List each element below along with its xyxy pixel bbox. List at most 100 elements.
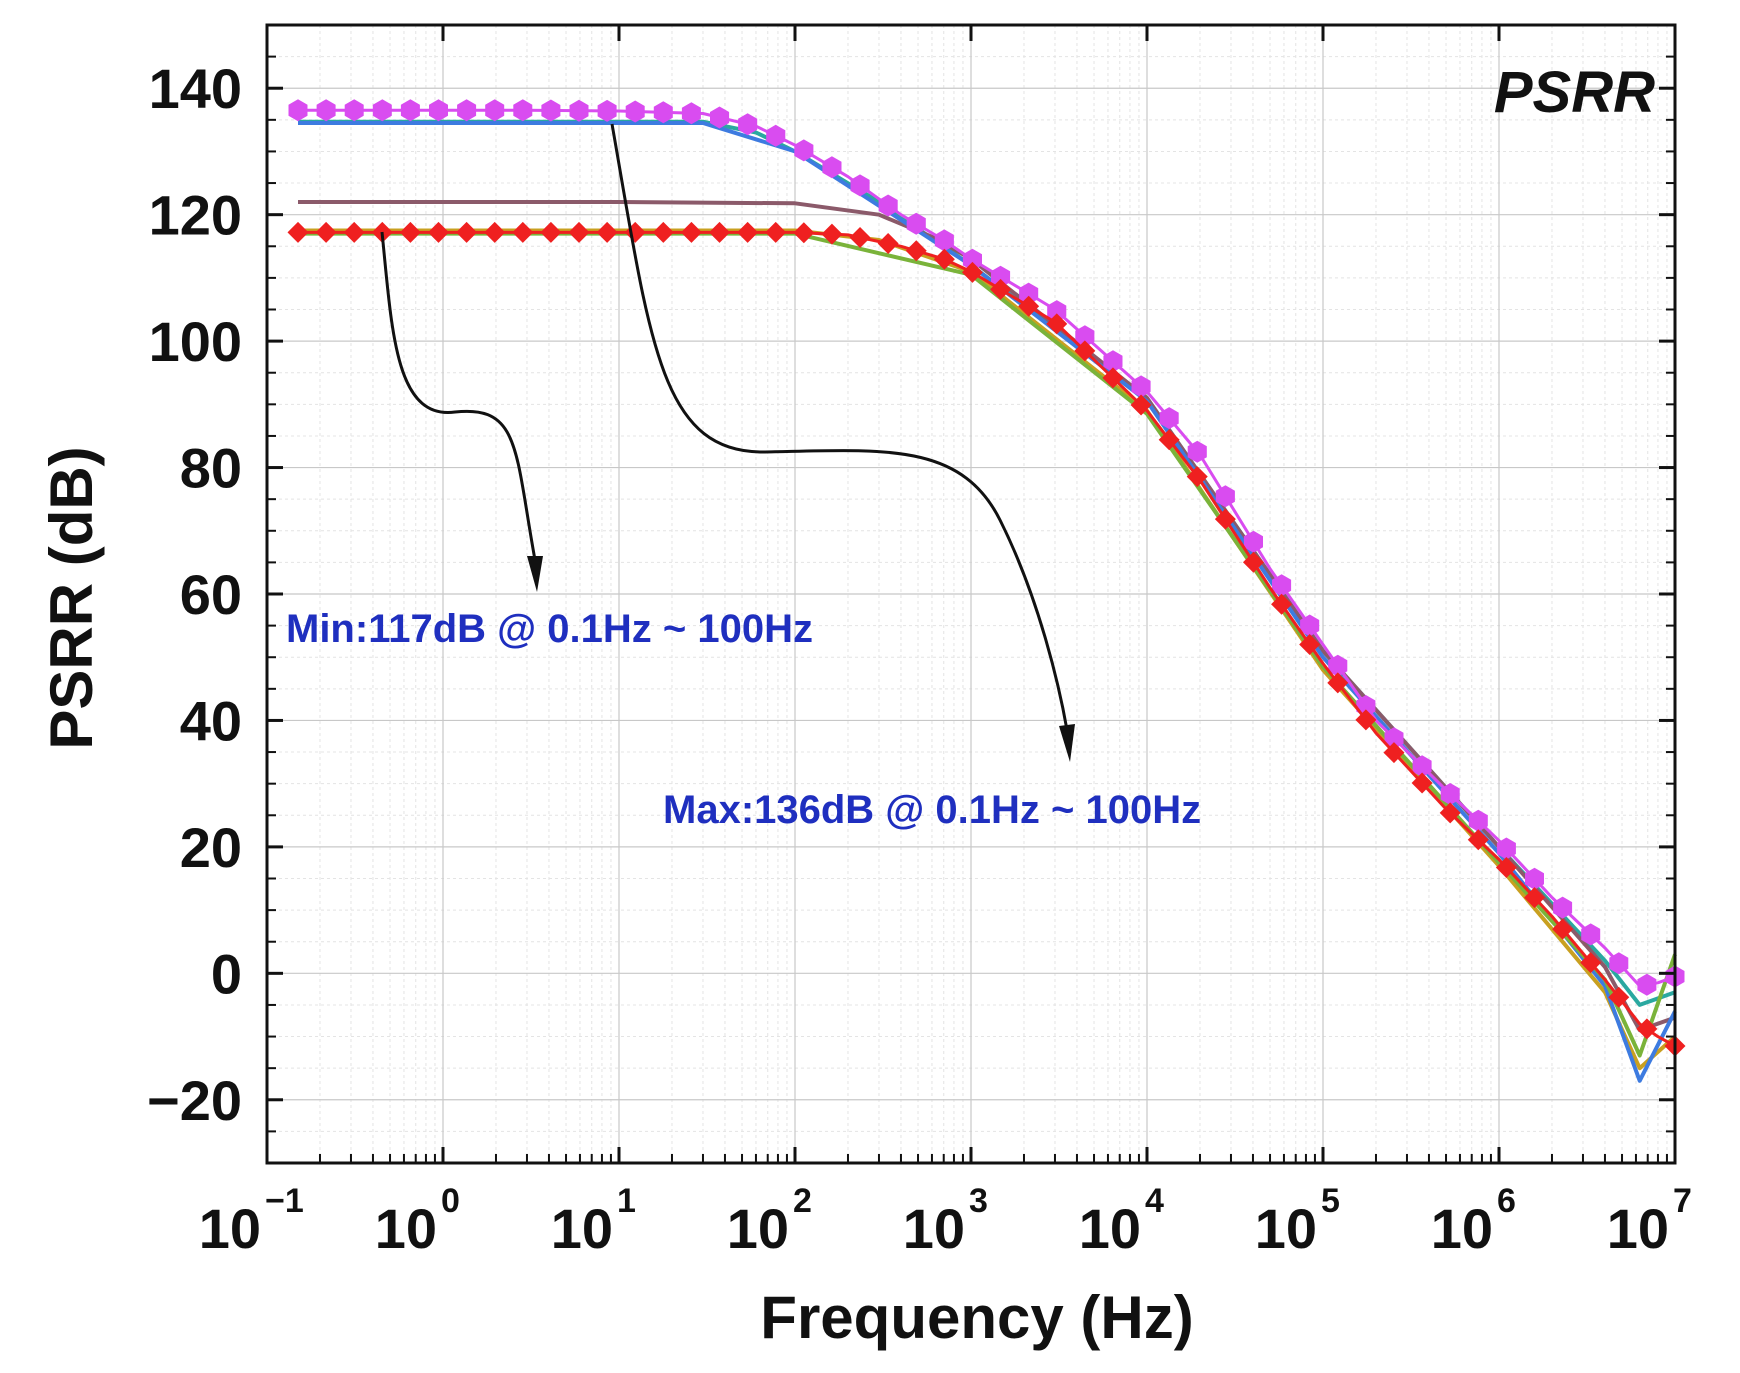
series-1 bbox=[287, 221, 1686, 1057]
hexagon-marker bbox=[1496, 837, 1516, 860]
x-tick-base: 10 bbox=[1607, 1197, 1669, 1260]
diamond-marker bbox=[849, 226, 871, 248]
hexagon-marker bbox=[1272, 574, 1292, 597]
hexagon-marker bbox=[1075, 325, 1095, 348]
x-tick-label: 10 7 bbox=[1607, 1182, 1692, 1260]
hexagon-marker bbox=[316, 99, 336, 122]
hexagon-marker bbox=[1609, 952, 1629, 975]
x-tick-exponent: 4 bbox=[1145, 1182, 1164, 1220]
y-tick-labels: −20 0 20 40 60 80 100 120 140 bbox=[147, 57, 242, 1132]
x-tick-exponent: 5 bbox=[1321, 1182, 1340, 1220]
hexagon-marker bbox=[878, 194, 898, 217]
diamond-marker bbox=[737, 221, 759, 243]
diamond-marker bbox=[1552, 918, 1574, 940]
hexagon-marker bbox=[1581, 923, 1601, 946]
hexagon-marker bbox=[597, 99, 617, 122]
diamond-marker bbox=[1523, 887, 1545, 909]
diamond-marker bbox=[1242, 551, 1264, 573]
diamond-marker bbox=[1299, 633, 1321, 655]
series-layer bbox=[287, 99, 1686, 1083]
series-6 bbox=[298, 231, 1677, 1058]
hexagon-marker bbox=[850, 174, 870, 197]
annotation-arrows bbox=[380, 123, 1075, 762]
diamond-marker bbox=[568, 221, 590, 243]
hexagon-marker bbox=[653, 101, 673, 124]
hexagon-marker bbox=[1384, 727, 1404, 750]
hexagon-marker bbox=[513, 99, 533, 122]
hexagon-marker bbox=[1300, 614, 1320, 637]
diamond-marker bbox=[1214, 508, 1236, 530]
x-tick-label: 10 4 bbox=[1079, 1182, 1164, 1260]
series-line bbox=[298, 231, 1677, 1058]
hexagon-marker bbox=[1440, 783, 1460, 805]
diamond-marker bbox=[1608, 986, 1630, 1008]
y-tick-label: 60 bbox=[180, 563, 242, 626]
diamond-marker bbox=[1271, 593, 1293, 615]
y-tick-label: 40 bbox=[180, 689, 242, 752]
x-tick-exponent: 1 bbox=[617, 1182, 636, 1220]
hexagon-marker bbox=[1468, 809, 1488, 832]
hexagon-marker bbox=[1637, 973, 1657, 996]
diamond-marker bbox=[905, 240, 927, 262]
diamond-marker bbox=[652, 221, 674, 243]
x-tick-exponent: 2 bbox=[793, 1182, 812, 1220]
annotation-max: Max:136dB @ 0.1Hz ~ 100Hz bbox=[663, 788, 1201, 832]
hexagon-marker bbox=[710, 106, 730, 129]
series-line bbox=[298, 119, 1676, 1007]
diamond-marker bbox=[990, 278, 1012, 300]
hexagon-marker bbox=[1131, 375, 1151, 398]
x-tick-label: 10 6 bbox=[1431, 1182, 1516, 1260]
plot-title: PSRR bbox=[1494, 60, 1655, 125]
y-tick-label: −20 bbox=[147, 1069, 242, 1132]
min-arrow-head bbox=[527, 556, 543, 592]
diamond-marker bbox=[1130, 394, 1152, 416]
diamond-marker bbox=[1102, 367, 1124, 389]
diamond-marker bbox=[624, 221, 646, 243]
diamond-marker bbox=[933, 248, 955, 270]
hexagon-marker bbox=[962, 248, 982, 271]
diamond-marker bbox=[1046, 313, 1068, 335]
x-tick-base: 10 bbox=[1079, 1197, 1141, 1260]
hexagon-marker bbox=[372, 99, 392, 122]
series-0 bbox=[288, 99, 1685, 996]
hexagon-marker bbox=[429, 99, 448, 122]
x-tick-base: 10 bbox=[375, 1197, 437, 1260]
y-tick-label: 20 bbox=[180, 816, 242, 879]
diamond-marker bbox=[1467, 829, 1489, 851]
diamond-marker bbox=[821, 223, 843, 245]
annotation-min: Min:117dB @ 0.1Hz ~ 100Hz bbox=[286, 607, 813, 651]
diamond-marker bbox=[1636, 1018, 1658, 1040]
y-tick-label: 100 bbox=[149, 310, 242, 373]
hexagon-marker bbox=[457, 99, 477, 122]
diamond-marker bbox=[680, 221, 702, 243]
hexagon-marker bbox=[1412, 755, 1432, 778]
x-tick-base: 10 bbox=[727, 1197, 789, 1260]
diamond-marker bbox=[596, 221, 618, 243]
diamond-marker bbox=[877, 233, 899, 255]
diamond-marker bbox=[343, 221, 365, 243]
diamond-marker bbox=[1580, 952, 1602, 974]
hexagon-marker bbox=[1047, 300, 1067, 323]
diamond-marker bbox=[1018, 295, 1040, 317]
diamond-marker bbox=[1439, 802, 1461, 824]
series-line bbox=[298, 121, 1677, 1083]
x-tick-base: 10 bbox=[199, 1197, 261, 1260]
hexagon-marker bbox=[485, 99, 505, 122]
series-line bbox=[298, 108, 1676, 988]
y-axis-title: PSRR (dB) bbox=[38, 446, 105, 749]
x-tick-base: 10 bbox=[551, 1197, 613, 1260]
hexagon-marker bbox=[1525, 867, 1544, 890]
hexagon-marker bbox=[1103, 350, 1123, 373]
x-axis-title: Frequency (Hz) bbox=[760, 1284, 1193, 1351]
diamond-marker bbox=[1158, 429, 1180, 451]
diamond-marker bbox=[1495, 856, 1517, 878]
diamond-marker bbox=[428, 221, 450, 243]
min-arrow bbox=[380, 231, 537, 561]
x-tick-exponent: 0 bbox=[441, 1182, 460, 1220]
diamond-marker bbox=[456, 221, 478, 243]
diamond-marker bbox=[961, 261, 983, 283]
hexagon-marker bbox=[1159, 407, 1179, 430]
diamond-marker bbox=[512, 221, 534, 243]
y-tick-label: 80 bbox=[180, 437, 242, 500]
y-tick-label: 120 bbox=[149, 184, 242, 247]
